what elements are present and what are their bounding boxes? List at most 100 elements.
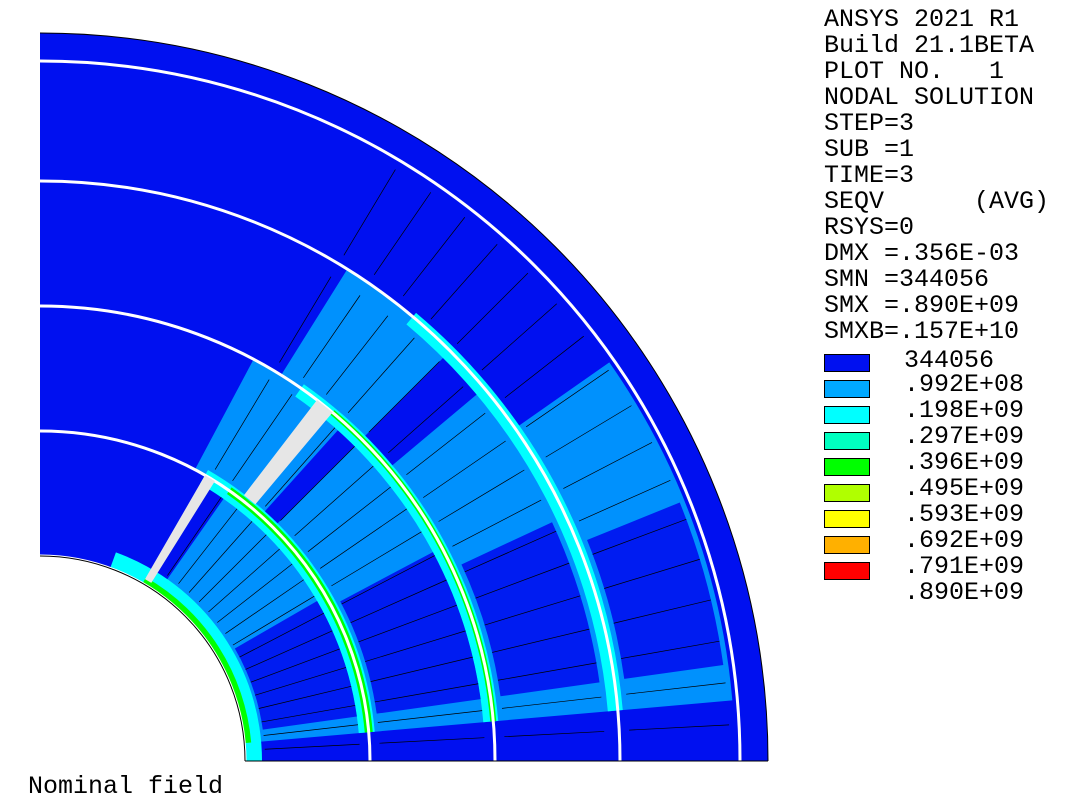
conductor-block xyxy=(461,522,600,697)
cable-line xyxy=(294,465,374,536)
legend-label: .890E+09 xyxy=(904,578,1025,607)
cable-line xyxy=(545,405,632,458)
legend-entry: .890E+09 xyxy=(824,554,1064,606)
info-line-version: ANSYS 2021 R1 xyxy=(824,5,1020,34)
cable-line xyxy=(464,530,557,573)
cable-line xyxy=(320,508,407,569)
cable-line xyxy=(178,508,238,584)
cable-line xyxy=(303,295,361,378)
cable-line xyxy=(239,612,325,658)
cable-line xyxy=(368,361,440,433)
cable-line xyxy=(350,579,447,624)
cable-line xyxy=(208,548,280,613)
cable-line xyxy=(475,562,570,599)
info-line-build: Build 21.1BETA xyxy=(824,31,1035,60)
legend-entry: .297E+09 xyxy=(824,398,1064,450)
legend-label: .791E+09 xyxy=(904,552,1025,581)
layer-boundary-arc xyxy=(39,179,622,762)
cable-line xyxy=(430,243,498,320)
cable-line xyxy=(214,379,270,470)
legend-entry: .495E+09 xyxy=(824,450,1064,502)
cable-line xyxy=(232,595,315,646)
outline-arc xyxy=(39,32,769,762)
wedge-gap xyxy=(243,400,333,505)
cable-line xyxy=(263,724,358,736)
legend-label: .396E+09 xyxy=(904,448,1025,477)
legend-entry: .992E+08 xyxy=(824,346,1064,398)
legend-swatch xyxy=(824,562,870,580)
legend-entry: .692E+09 xyxy=(824,502,1064,554)
conductor-block xyxy=(587,502,724,679)
info-line-dmx: DMX =.356E-03 xyxy=(824,239,1020,268)
legend-entry: .791E+09 xyxy=(824,528,1064,580)
legend-label: .495E+09 xyxy=(904,474,1025,503)
cable-line xyxy=(563,442,653,489)
layer-boundary-arc xyxy=(39,304,497,762)
legend-min-label: 344056 xyxy=(904,346,995,375)
cable-line xyxy=(620,640,720,659)
cable-line xyxy=(373,192,432,275)
cable-line xyxy=(481,303,558,371)
legend-swatch xyxy=(824,406,870,424)
info-line-seqv: SEQV (AVG) xyxy=(824,187,1050,216)
cable-line xyxy=(198,534,267,603)
cable-line xyxy=(343,169,396,256)
legend-label: .297E+09 xyxy=(904,422,1025,451)
cable-line xyxy=(388,386,464,454)
cable-line xyxy=(497,662,597,681)
cable-line xyxy=(370,656,473,682)
cable-line xyxy=(250,648,340,683)
cable-line xyxy=(245,630,333,670)
cable-line xyxy=(504,731,605,738)
cable-line xyxy=(613,599,712,624)
legend-label: .593E+09 xyxy=(904,500,1025,529)
cable-line xyxy=(365,630,466,662)
cable-line xyxy=(258,685,352,709)
cable-line xyxy=(423,440,506,498)
cable-line xyxy=(358,604,457,643)
high-stress-band xyxy=(200,470,375,734)
cable-line xyxy=(438,469,525,522)
cable-line xyxy=(452,499,542,547)
cable-line xyxy=(331,531,422,587)
legend-swatch xyxy=(824,432,870,450)
cable-line xyxy=(347,337,415,413)
cable-line xyxy=(379,737,485,744)
stress-band xyxy=(281,269,451,440)
info-line-sub: SUB =1 xyxy=(824,135,915,164)
cable-line xyxy=(326,315,389,395)
cable-line xyxy=(504,335,584,399)
legend-swatch xyxy=(824,536,870,554)
cable-line xyxy=(592,519,687,555)
info-line-step: STEP=3 xyxy=(824,109,915,138)
cable-line xyxy=(377,710,483,723)
cable-line xyxy=(578,480,671,522)
plot-caption: Nominal field xyxy=(28,772,224,801)
legend-label: .992E+08 xyxy=(904,370,1025,399)
cable-line xyxy=(167,497,222,576)
stress-contour-plot xyxy=(39,32,769,762)
cable-line xyxy=(604,558,700,589)
cable-line xyxy=(374,683,479,703)
legend-swatch xyxy=(824,380,870,398)
cable-line xyxy=(492,628,590,653)
cable-line xyxy=(261,705,356,723)
info-panel: ANSYS 2021 R1 Build 21.1BETA PLOT NO. 1 … xyxy=(824,7,1049,345)
cable-line xyxy=(265,427,336,507)
legend-label: .692E+09 xyxy=(904,526,1025,555)
cable-line xyxy=(406,412,486,475)
cable-line xyxy=(526,369,609,428)
cable-line xyxy=(626,682,726,695)
cable-line xyxy=(264,743,360,750)
cable-line xyxy=(456,272,529,345)
legend-entry: .593E+09 xyxy=(824,476,1064,528)
cable-line xyxy=(280,446,355,521)
info-line-smx: SMX =.890E+09 xyxy=(824,291,1020,320)
info-line-plot-no: PLOT NO. 1 xyxy=(824,57,1005,86)
cable-line xyxy=(307,486,391,552)
cable-line xyxy=(501,696,602,709)
cable-line xyxy=(402,217,466,297)
layer-boundary-arc xyxy=(39,429,372,762)
wedge-gap xyxy=(145,475,215,583)
cable-line xyxy=(232,394,293,481)
